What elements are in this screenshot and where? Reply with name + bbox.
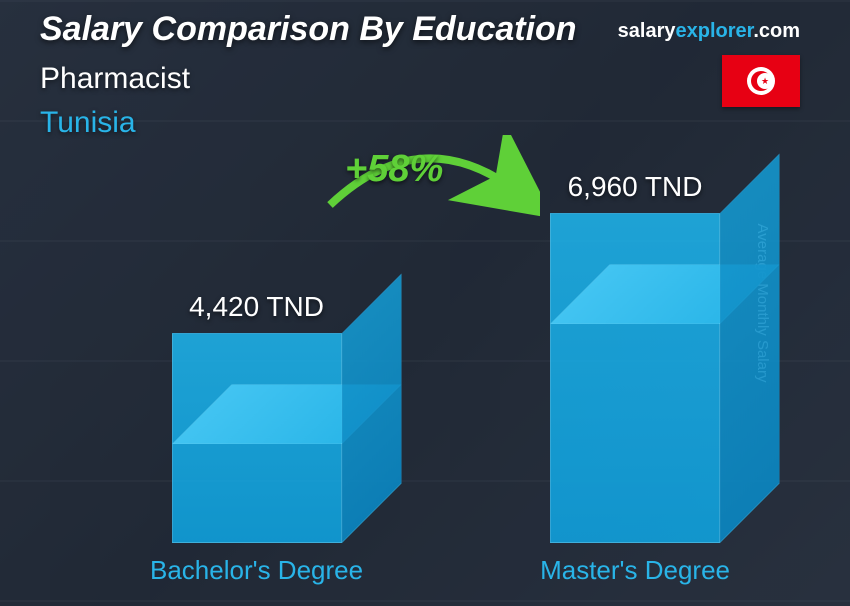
brand-part1: salary [618,20,676,42]
flag-star-icon: ★ [761,76,769,87]
subtitle-country: Tunisia [40,106,136,140]
bar-label-bachelors: Bachelor's Degree [150,555,363,586]
content-root: Salary Comparison By Education Pharmacis… [0,0,850,606]
bar-bachelors: 4,420 TND Bachelor's Degree [150,291,363,586]
bar-3d-masters [550,213,720,543]
bar-3d-bachelors [172,333,342,543]
bar-value-masters: 6,960 TND [568,171,703,203]
bar-value-bachelors: 4,420 TND [189,291,324,323]
brand-logo: salaryexplorer.com [618,20,800,43]
page-title: Salary Comparison By Education [40,10,577,49]
brand-part2: explorer [675,20,753,42]
brand-suffix: .com [753,20,800,42]
tunisia-flag-icon: ★ [722,55,800,107]
bar-chart: 4,420 TND Bachelor's Degree 6,960 TND Ma… [60,146,790,586]
bar-side-face [342,274,402,544]
bar-label-masters: Master's Degree [540,555,730,586]
bar-front-face [550,213,720,543]
subtitle-profession: Pharmacist [40,62,190,96]
bar-masters: 6,960 TND Master's Degree [540,171,730,586]
flag-circle: ★ [747,67,775,95]
bar-side-face [720,154,780,544]
